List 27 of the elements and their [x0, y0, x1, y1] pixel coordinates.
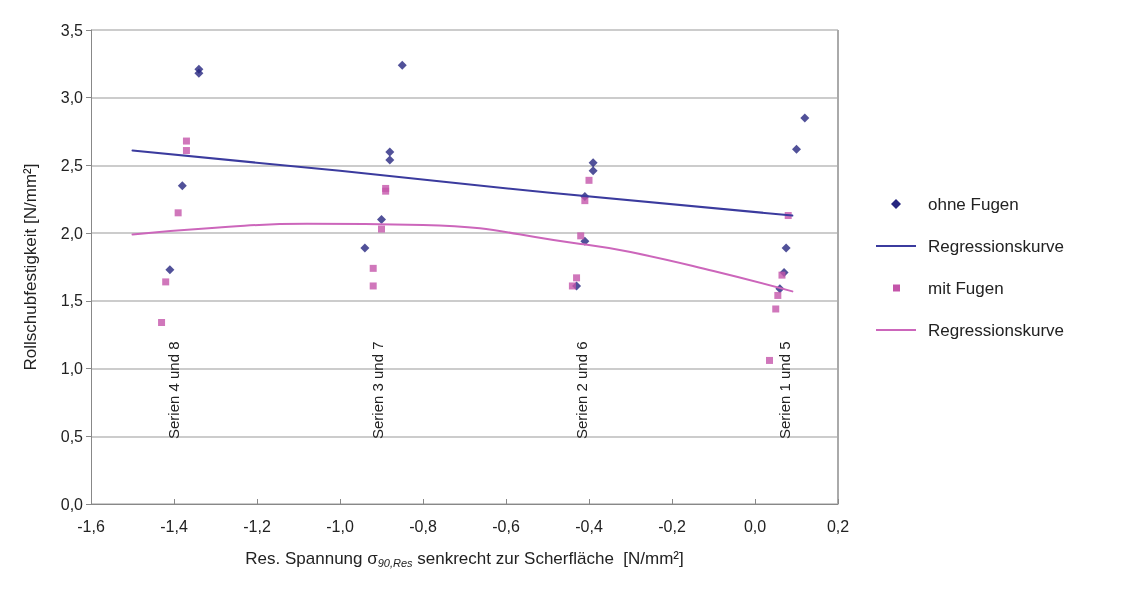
y-tick-label: 2,5	[60, 156, 84, 174]
y-tick-label: 0,0	[60, 495, 84, 513]
legend-label: mit Fugen	[928, 278, 1004, 298]
y-tick-label: 1,0	[60, 360, 84, 378]
legend-label: ohne Fugen	[928, 194, 1019, 214]
x-tick-label: -0,4	[575, 517, 603, 535]
x-tick-label: -0,6	[492, 517, 520, 535]
annotation: Serien 1 und 5	[776, 341, 794, 440]
x-tick-label: -1,0	[326, 517, 354, 535]
annotation: Serien 4 und 8	[164, 341, 182, 440]
x-tick-label: -1,4	[160, 517, 188, 535]
y-tick-label: 0,5	[60, 427, 84, 445]
x-tick-label: -1,6	[77, 517, 105, 535]
annotation: Serien 2 und 6	[572, 341, 590, 440]
x-tick-label: 0,0	[743, 517, 767, 535]
y-tick-label: 1,5	[60, 292, 84, 310]
y-tick-label: 3,5	[60, 21, 84, 39]
x-tick-label: 0,2	[826, 517, 850, 535]
legend-label: Regressionskurve	[928, 236, 1065, 256]
x-tick-label: -1,2	[243, 517, 271, 535]
y-tick-label: 3,0	[60, 89, 84, 107]
x-tick-label: -0,2	[658, 517, 686, 535]
x-tick-label: -0,8	[409, 517, 437, 535]
legend-label: Regressionskurve	[928, 320, 1065, 340]
y-axis-title: Rollschubfestigkeit [N/mm²]	[21, 163, 40, 371]
annotation: Serien 3 und 7	[368, 341, 386, 440]
y-tick-label: 2,0	[60, 224, 84, 242]
